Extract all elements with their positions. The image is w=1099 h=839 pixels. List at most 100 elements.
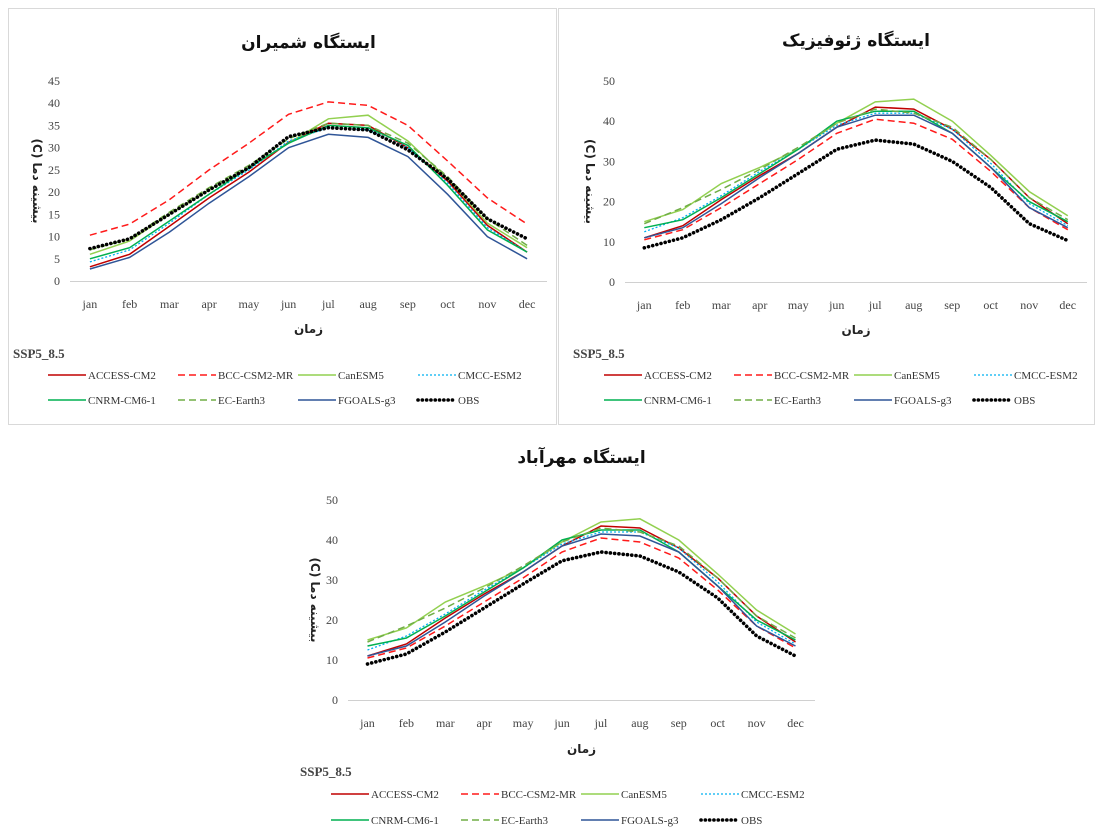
y-axis-title: بیشینه دما (C) <box>30 139 44 224</box>
x-tick-label: feb <box>399 716 414 730</box>
x-tick-label: dec <box>519 297 536 311</box>
y-tick-label: 20 <box>603 195 615 209</box>
chart-border <box>8 8 557 425</box>
y-tick-label: 40 <box>326 533 338 547</box>
series-line-bcc-csm2-mr <box>367 537 796 659</box>
series-line-obs <box>642 138 1070 250</box>
legend-item-access-cm2: ACCESS-CM2 <box>604 370 712 382</box>
legend-label: OBS <box>741 815 762 827</box>
series-line-fgoals-g3 <box>367 533 796 657</box>
x-tick-label: aug <box>905 298 922 312</box>
x-tick-label: apr <box>201 297 216 311</box>
legend-label: FGOALS-g3 <box>338 395 396 407</box>
x-tick-label: jul <box>321 297 335 311</box>
y-tick-label: 0 <box>332 693 338 707</box>
y-axis-title: بیشینه دما (C) <box>308 558 322 643</box>
legend-label: CanESM5 <box>621 789 667 801</box>
y-tick-label: 45 <box>48 74 60 88</box>
series-line-cmcc-esm2 <box>644 112 1069 233</box>
y-tick-label: 5 <box>54 252 60 266</box>
legend-item-ec-earth3: EC-Earth3 <box>734 395 822 407</box>
x-tick-label: jan <box>359 716 375 730</box>
legend-label: CNRM-CM6-1 <box>644 395 712 407</box>
x-tick-label: oct <box>710 716 725 730</box>
x-axis-title: زمان <box>294 322 323 336</box>
series-line-cmcc-esm2 <box>367 531 796 651</box>
x-tick-label: sep <box>944 298 960 312</box>
series-line-ec-earth3 <box>89 122 528 251</box>
legend-label: EC-Earth3 <box>774 395 822 407</box>
legend-label: CanESM5 <box>338 370 384 382</box>
x-tick-label: jun <box>828 298 844 312</box>
legend-item-canesm5: CanESM5 <box>854 370 940 382</box>
x-tick-label: mar <box>712 298 731 312</box>
legend-item-access-cm2: ACCESS-CM2 <box>48 370 156 382</box>
chart-title: ایستگاه شمیران <box>241 32 376 53</box>
legend-item-bcc-csm2-mr: BCC-CSM2-MR <box>461 789 577 801</box>
series-line-fgoals-g3 <box>89 133 528 270</box>
legend-label: BCC-CSM2-MR <box>501 789 577 801</box>
x-tick-label: jul <box>594 716 608 730</box>
legend-item-access-cm2: ACCESS-CM2 <box>331 789 439 801</box>
legend-item-cmcc-esm2: CMCC-ESM2 <box>701 789 805 801</box>
x-tick-label: nov <box>748 716 766 730</box>
legend-label: ACCESS-CM2 <box>371 789 439 801</box>
chart-title: ایستگاه مهرآباد <box>517 446 645 468</box>
y-tick-label: 50 <box>326 493 338 507</box>
series-line-ec-earth3 <box>367 527 796 643</box>
y-tick-label: 40 <box>48 96 60 110</box>
legend-label: BCC-CSM2-MR <box>218 370 294 382</box>
x-axis-title: زمان <box>567 742 596 756</box>
legend-item-canesm5: CanESM5 <box>298 370 384 382</box>
y-tick-label: 20 <box>326 613 338 627</box>
y-tick-label: 35 <box>48 118 60 132</box>
series-line-fgoals-g3 <box>644 114 1069 239</box>
x-tick-label: may <box>239 297 260 311</box>
series-line-obs <box>365 550 798 666</box>
x-tick-label: nov <box>1020 298 1038 312</box>
x-tick-label: aug <box>359 297 376 311</box>
x-tick-label: jul <box>868 298 882 312</box>
x-tick-label: mar <box>436 716 455 730</box>
legend-item-cmcc-esm2: CMCC-ESM2 <box>974 370 1078 382</box>
y-tick-label: 30 <box>48 141 60 155</box>
legend-label: CMCC-ESM2 <box>1014 370 1078 382</box>
legend-label: CMCC-ESM2 <box>741 789 805 801</box>
x-tick-label: jun <box>553 716 569 730</box>
series-line-ec-earth3 <box>644 108 1069 225</box>
y-tick-label: 40 <box>603 114 615 128</box>
chart-panel-mehrabad: ایستگاه مهرآباد 0 10 20 30 40 50 jan feb mar apr ma… <box>283 426 835 836</box>
x-tick-label: aug <box>631 716 648 730</box>
chart-svg-shemiran: ایستگاه شمیران 0 5 10 15 20 25 30 35 40 45 jan feb ma… <box>8 8 557 425</box>
x-tick-label: sep <box>671 716 687 730</box>
series-line-canesm5 <box>644 98 1069 223</box>
x-tick-label: jan <box>82 297 98 311</box>
legend-label: OBS <box>458 395 479 407</box>
x-tick-label: dec <box>1059 298 1076 312</box>
x-tick-label: mar <box>160 297 179 311</box>
x-tick-label: feb <box>122 297 137 311</box>
legend-item-fgoals-g3: FGOALS-g3 <box>581 815 679 827</box>
scenario-label: SSP5_8.5 <box>13 346 65 361</box>
x-tick-label: apr <box>477 716 492 730</box>
x-tick-label: oct <box>983 298 998 312</box>
legend-label: OBS <box>1014 395 1035 407</box>
legend-item-bcc-csm2-mr: BCC-CSM2-MR <box>734 370 850 382</box>
series-line-cnrm-cm6-1 <box>89 124 528 260</box>
legend-label: CanESM5 <box>894 370 940 382</box>
y-axis-title: بیشینه دما (C) <box>583 139 597 224</box>
legend-item-canesm5: CanESM5 <box>581 789 667 801</box>
chart-svg-mehrabad: ایستگاه مهرآباد 0 10 20 30 40 50 jan feb mar apr ma… <box>300 446 815 827</box>
x-axis-title: زمان <box>841 323 870 337</box>
chart-panel-geophysics: ایستگاه ژئوفیزیک 0 10 20 30 40 50 jan feb mar apr m… <box>558 8 1095 425</box>
y-tick-label: 30 <box>326 573 338 587</box>
legend-label: CMCC-ESM2 <box>458 370 522 382</box>
x-tick-label: dec <box>787 716 804 730</box>
legend-item-cnrm-cm6-1: CNRM-CM6-1 <box>48 395 156 407</box>
legend-item-fgoals-g3: FGOALS-g3 <box>854 395 952 407</box>
y-tick-label: 15 <box>48 207 60 221</box>
y-tick-label: 10 <box>326 653 338 667</box>
legend-label: FGOALS-g3 <box>621 815 679 827</box>
x-tick-label: apr <box>752 298 767 312</box>
legend-item-cmcc-esm2: CMCC-ESM2 <box>418 370 522 382</box>
